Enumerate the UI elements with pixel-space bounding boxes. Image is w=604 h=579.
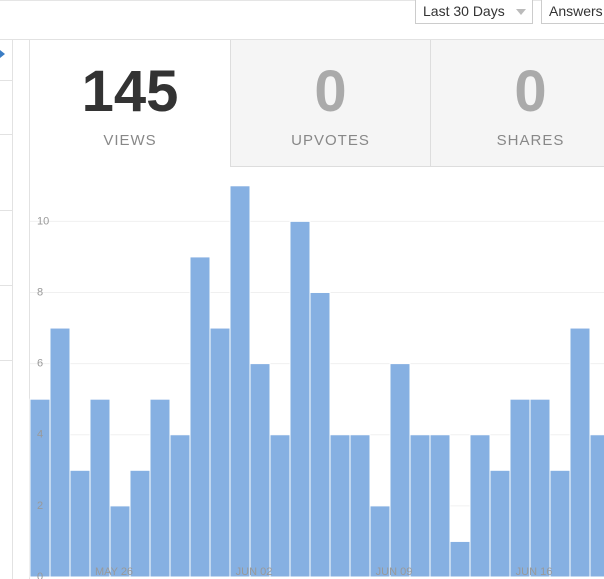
- top-bar: [0, 0, 604, 40]
- bar: [229, 185, 251, 578]
- bar: [69, 469, 91, 578]
- y-tick-label: 10: [37, 215, 49, 227]
- bar: [29, 398, 51, 578]
- bar: [249, 363, 271, 578]
- sidebar-line: [0, 360, 12, 361]
- stat-value: 0: [314, 59, 347, 124]
- sidebar-line: [0, 210, 12, 211]
- bar: [89, 398, 111, 578]
- stat-tile[interactable]: 145 VIEWS: [30, 40, 230, 167]
- bar: [269, 434, 291, 578]
- bar: [49, 327, 71, 578]
- x-tick-label: JUN 09: [376, 566, 413, 578]
- x-tick-label: JUN 02: [236, 566, 273, 578]
- bar: [489, 469, 511, 578]
- sidebar-line: [0, 134, 12, 135]
- sidebar: [0, 40, 30, 579]
- sidebar-line: [0, 285, 12, 286]
- type-select[interactable]: Answers: [541, 0, 604, 24]
- y-tick-label: 2: [37, 500, 43, 512]
- y-tick-label: 8: [37, 286, 43, 298]
- bar: [349, 434, 371, 578]
- bar: [129, 469, 151, 578]
- bar: [289, 220, 311, 578]
- bar: [549, 469, 571, 578]
- bar: [589, 434, 604, 578]
- bar: [389, 363, 411, 578]
- stat-label: UPVOTES: [291, 132, 370, 149]
- x-tick-label: JUN 16: [516, 566, 553, 578]
- range-select-text: Last 30 Days: [423, 3, 505, 19]
- sidebar-line: [0, 80, 12, 81]
- sidebar-divider: [12, 40, 13, 579]
- stat-value: 0: [514, 59, 547, 124]
- stat-tile[interactable]: 0 SHARES: [430, 40, 604, 167]
- bar: [569, 327, 591, 578]
- bar: [449, 540, 471, 578]
- x-tick-label: MAY 26: [95, 566, 133, 578]
- bar: [149, 398, 171, 578]
- bar: [209, 327, 231, 578]
- stat-label: SHARES: [496, 132, 565, 149]
- bar: [189, 256, 211, 578]
- range-select[interactable]: Last 30 Days: [415, 0, 533, 24]
- stat-value: 145: [81, 59, 179, 124]
- y-tick-label: 4: [37, 429, 43, 441]
- bar: [509, 398, 531, 578]
- bar: [309, 291, 331, 578]
- type-select-text: Answers: [549, 3, 603, 19]
- bar: [409, 434, 431, 578]
- y-tick-label: 6: [37, 358, 43, 370]
- stat-tile[interactable]: 0 UPVOTES: [230, 40, 430, 167]
- bar: [529, 398, 551, 578]
- stat-label: VIEWS: [103, 132, 157, 149]
- bar: [429, 434, 451, 578]
- bar: [169, 434, 191, 578]
- sidebar-arrow[interactable]: [0, 50, 5, 58]
- bar: [329, 434, 351, 578]
- bar: [469, 434, 491, 578]
- chart: 0 2 4 6 8 10 MAY 26 JUN 02 JUN 09 JUN 16: [29, 185, 604, 579]
- y-tick-label: 0: [37, 571, 43, 579]
